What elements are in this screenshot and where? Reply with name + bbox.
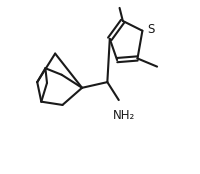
Text: NH₂: NH₂ xyxy=(113,109,136,122)
Text: S: S xyxy=(147,23,154,36)
